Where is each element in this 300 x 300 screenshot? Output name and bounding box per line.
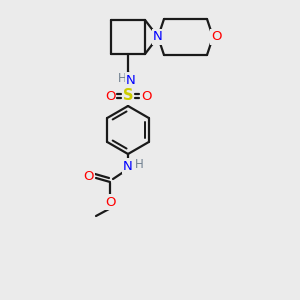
- Text: O: O: [105, 196, 115, 208]
- Text: N: N: [126, 74, 136, 86]
- Text: O: O: [105, 89, 115, 103]
- Text: O: O: [211, 31, 221, 44]
- Text: N: N: [153, 31, 163, 44]
- Text: O: O: [84, 170, 94, 184]
- Text: S: S: [123, 88, 133, 104]
- Text: H: H: [135, 158, 143, 172]
- Text: N: N: [123, 160, 133, 172]
- Text: H: H: [118, 73, 126, 85]
- Text: O: O: [141, 89, 151, 103]
